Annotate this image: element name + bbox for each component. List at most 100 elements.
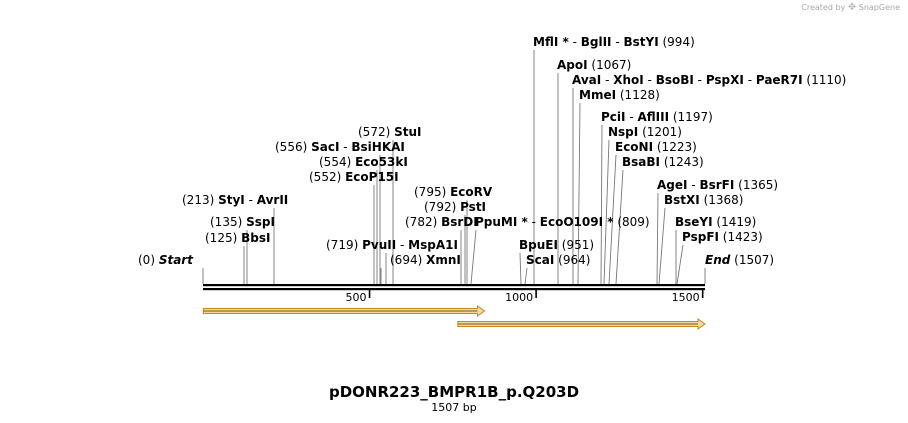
site-name: PpuMI *	[475, 215, 529, 229]
site-connector-econi	[608, 154, 617, 285]
site-psti[interactable]: (792) PstI	[424, 200, 486, 214]
site-position: (1223)	[653, 140, 697, 154]
site-position: (1419)	[713, 215, 757, 229]
site-name: BbsI	[241, 231, 270, 245]
site-mfli[interactable]: MflI * - BglII - BstYI (994)	[533, 35, 695, 49]
site-name: MflI *	[533, 35, 569, 49]
site-sspi[interactable]: (135) SspI	[210, 215, 275, 229]
site-pcii[interactable]: PciI - AflIII (1197)	[601, 110, 713, 124]
sequence-length: 1507 bp	[431, 401, 477, 414]
site-separator: -	[339, 140, 351, 154]
site-bseyi[interactable]: BseYI (1419)	[675, 215, 756, 229]
site-name: PvuII	[362, 238, 396, 252]
site-position: (1110)	[803, 73, 847, 87]
snapgene-branding: Created by ✥ SnapGene	[801, 2, 900, 13]
site-name: PciI	[601, 110, 626, 124]
site-label-text: (556) SacI - BsiHKAI	[275, 140, 405, 154]
site-separator: -	[694, 73, 706, 87]
site-label-text: MflI * - BglII - BstYI (994)	[533, 35, 695, 49]
site-name: AgeI	[657, 178, 687, 192]
site-scai[interactable]: ScaI (964)	[526, 253, 590, 267]
backbone-line-bottom	[203, 288, 705, 291]
site-label-text: (552) EcoP15I	[309, 170, 399, 184]
start-label: (0) Start	[138, 253, 194, 267]
site-name: NspI	[608, 125, 638, 139]
site-name: XhoI	[613, 73, 644, 87]
site-ecorv[interactable]: (795) EcoRV	[414, 185, 493, 199]
site-ppumi[interactable]: PpuMI * - EcoO109I * (809)	[475, 215, 650, 229]
created-by-text: Created by	[801, 3, 846, 12]
site-bstxi[interactable]: BstXI (1368)	[664, 193, 743, 207]
site-ecop15i[interactable]: (552) EcoP15I	[309, 170, 399, 184]
site-label-text: AgeI - BsrFI (1365)	[657, 178, 778, 192]
site-label-text: ApoI (1067)	[557, 58, 631, 72]
site-name: BsoBI	[656, 73, 694, 87]
site-name: StuI	[394, 125, 421, 139]
site-xmni[interactable]: (694) XmnI	[390, 253, 461, 267]
site-bpuei[interactable]: BpuEI (951)	[519, 238, 594, 252]
site-label-text: (135) SspI	[210, 215, 275, 229]
site-pspfi[interactable]: PspFI (1423)	[682, 230, 763, 244]
site-connectors	[202, 50, 706, 285]
ruler-tick-label: 1000	[505, 291, 533, 304]
sequence-end: End (1507)	[705, 253, 774, 267]
site-name: StyI	[218, 193, 245, 207]
site-saci[interactable]: (556) SacI - BsiHKAI	[275, 140, 405, 154]
site-connector-bstxi	[658, 207, 666, 285]
site-connector-pspfi	[676, 244, 684, 285]
site-name: BpuEI	[519, 238, 558, 252]
site-bbsi[interactable]: (125) BbsI	[205, 231, 270, 245]
ruler-tick-label: 500	[346, 291, 367, 304]
site-name: EcoO109I *	[540, 215, 614, 229]
site-separator: -	[612, 35, 624, 49]
sequence-start: (0) Start	[138, 253, 194, 267]
site-separator: -	[245, 193, 257, 207]
site-position: (1365)	[734, 178, 778, 192]
site-name: AvrII	[257, 193, 289, 207]
feature-arrows	[202, 305, 706, 330]
site-name: SacI	[311, 140, 339, 154]
site-position: (951)	[558, 238, 594, 252]
site-connector-mmei	[577, 102, 581, 285]
site-name: XmnI	[426, 253, 461, 267]
site-label-text: (782) BsrDI	[405, 215, 478, 229]
site-agei[interactable]: AgeI - BsrFI (1365)	[657, 178, 778, 192]
start-position: (0)	[138, 253, 159, 267]
site-position: (782)	[405, 215, 441, 229]
site-label-text: NspI (1201)	[608, 125, 682, 139]
site-pvuii[interactable]: (719) PvuII - MspA1I	[326, 238, 458, 252]
feature-arrow-1[interactable]	[202, 305, 486, 317]
site-apoi[interactable]: ApoI (1067)	[557, 58, 631, 72]
site-name: Eco53kI	[355, 155, 408, 169]
feature-arrow-2[interactable]	[457, 318, 706, 330]
site-connector-bsabi	[615, 169, 624, 285]
site-styi[interactable]: (213) StyI - AvrII	[182, 193, 288, 207]
start-name: Start	[159, 253, 194, 267]
snapgene-name: SnapGene	[858, 3, 900, 12]
site-position: (125)	[205, 231, 241, 245]
site-position: (1368)	[700, 193, 744, 207]
snapgene-logo-icon: ✥	[847, 2, 857, 13]
site-position: (1067)	[588, 58, 632, 72]
site-stui[interactable]: (572) StuI	[358, 125, 421, 139]
site-eco53ki[interactable]: (554) Eco53kI	[319, 155, 408, 169]
site-separator: -	[569, 35, 581, 49]
site-label-text: (213) StyI - AvrII	[182, 193, 288, 207]
site-bsabi[interactable]: BsaBI (1243)	[622, 155, 704, 169]
site-bsrdi[interactable]: (782) BsrDI	[405, 215, 478, 229]
site-label-text: (694) XmnI	[390, 253, 461, 267]
site-connector-ppumi	[470, 229, 477, 285]
sequence-backbone	[203, 284, 705, 291]
site-label-text: EcoNI (1223)	[615, 140, 697, 154]
site-position: (572)	[358, 125, 394, 139]
site-econi[interactable]: EcoNI (1223)	[615, 140, 697, 154]
site-nspi[interactable]: NspI (1201)	[608, 125, 682, 139]
site-avai[interactable]: AvaI - XhoI - BsoBI - PspXI - PaeR7I (11…	[572, 73, 846, 87]
site-position: (719)	[326, 238, 362, 252]
site-position: (809)	[614, 215, 650, 229]
ruler-tick-label: 1500	[672, 291, 700, 304]
site-name: EcoNI	[615, 140, 653, 154]
site-mmei[interactable]: MmeI (1128)	[579, 88, 660, 102]
site-position: (694)	[390, 253, 426, 267]
